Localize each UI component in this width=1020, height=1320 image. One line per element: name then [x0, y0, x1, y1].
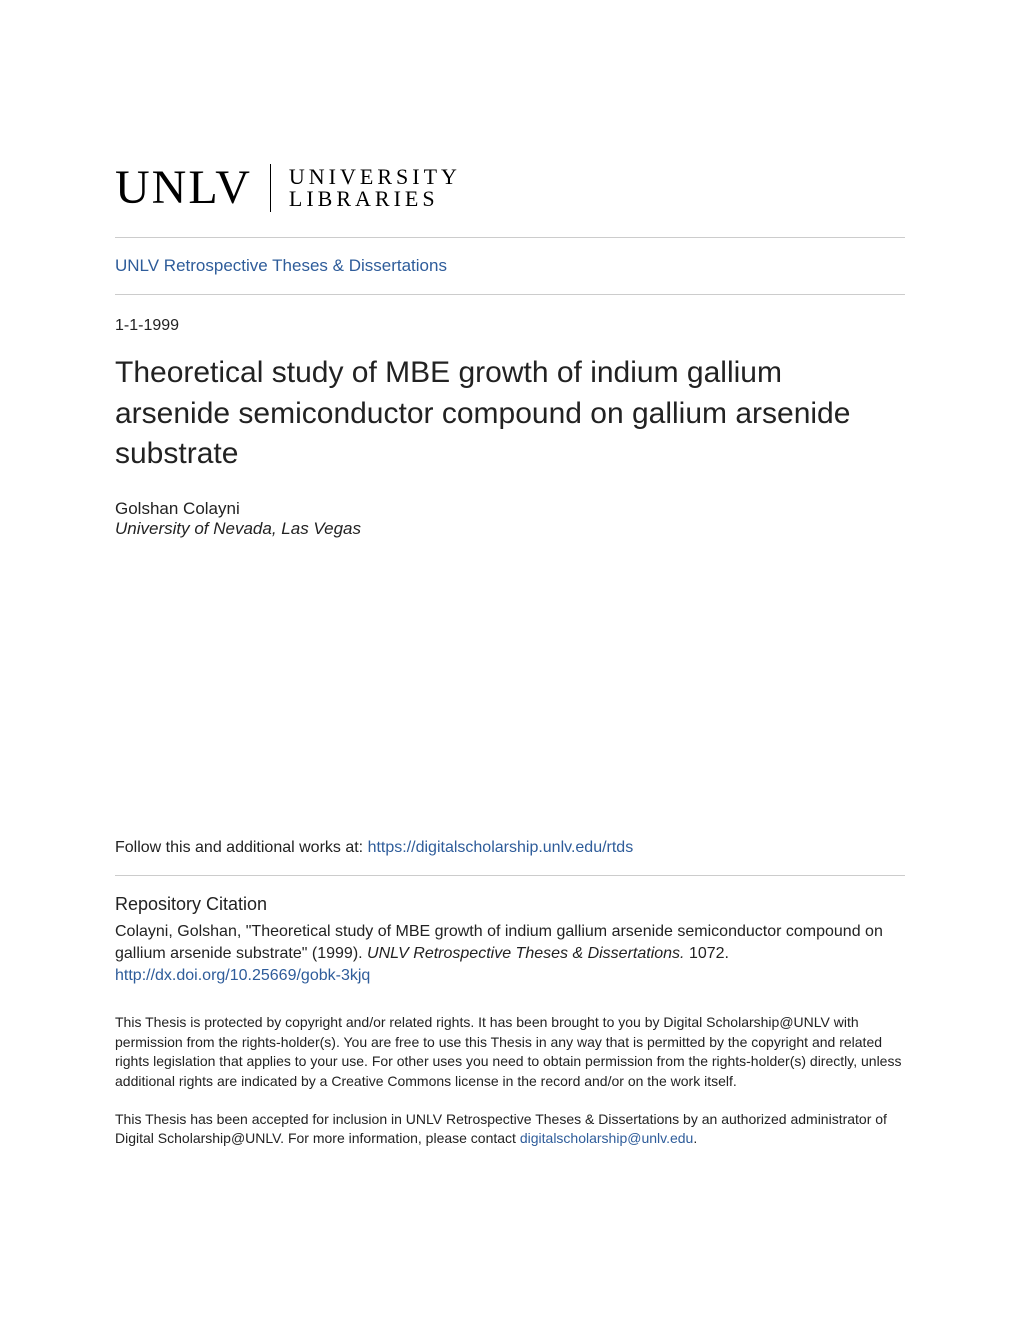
inclusion-disclaimer: This Thesis has been accepted for inclus… [115, 1110, 905, 1149]
author-name: Golshan Colayni [115, 499, 905, 519]
copyright-disclaimer: This Thesis is protected by copyright an… [115, 1013, 905, 1091]
breadcrumb: UNLV Retrospective Theses & Dissertation… [115, 238, 905, 294]
disclaimer2-prefix: This Thesis has been accepted for inclus… [115, 1111, 887, 1147]
logo-line-university: UNIVERSITY [289, 166, 461, 188]
unlv-libraries-logo: UNLV UNIVERSITY LIBRARIES [115, 160, 905, 215]
citation-part2: 1072. [685, 945, 729, 962]
logo-unlv-text: UNLV [115, 160, 252, 215]
divider-after-breadcrumb [115, 294, 905, 295]
collection-link[interactable]: UNLV Retrospective Theses & Dissertation… [115, 256, 447, 275]
follow-link[interactable]: https://digitalscholarship.unlv.edu/rtds [368, 839, 634, 856]
follow-works: Follow this and additional works at: htt… [115, 839, 905, 857]
contact-email-link[interactable]: digitalscholarship@unlv.edu [520, 1130, 694, 1146]
logo-divider [270, 164, 271, 212]
publication-date: 1-1-1999 [115, 317, 905, 335]
citation-text: Colayni, Golshan, "Theoretical study of … [115, 921, 905, 966]
citation-series-title: UNLV Retrospective Theses & Dissertation… [367, 945, 684, 962]
logo-line-libraries: LIBRARIES [289, 188, 461, 210]
citation-heading: Repository Citation [115, 894, 905, 915]
follow-prefix: Follow this and additional works at: [115, 839, 368, 856]
document-title: Theoretical study of MBE growth of indiu… [115, 353, 905, 475]
author-affiliation: University of Nevada, Las Vegas [115, 519, 905, 539]
doi-link[interactable]: http://dx.doi.org/10.25669/gobk-3kjq [115, 967, 370, 985]
disclaimer2-suffix: . [693, 1130, 697, 1146]
repository-citation-section: Repository Citation Colayni, Golshan, "T… [115, 894, 905, 986]
divider-before-citation [115, 875, 905, 876]
logo-subtitle: UNIVERSITY LIBRARIES [289, 166, 461, 210]
vertical-spacer [115, 539, 905, 839]
